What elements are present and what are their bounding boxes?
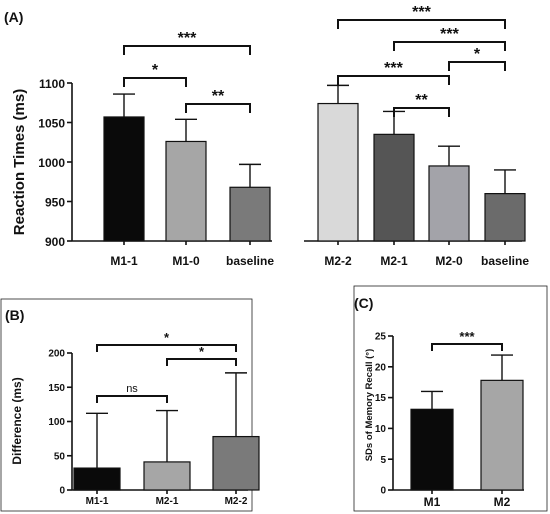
panel-b-category-m1-1-0-0: M1-1 <box>86 496 109 507</box>
panel-c-categories: M1 M2 <box>424 495 511 509</box>
panel-a-bracket-1-2 <box>448 61 506 71</box>
panel-a-significance: ****************** <box>123 4 506 117</box>
panel-b: (B) Difference (ms) 0 50 100 150 200 M1-1 M2-… <box>0 298 260 512</box>
panel-b-significance: * ns * <box>96 330 237 403</box>
panel-b-bracket-0-1 <box>96 395 168 403</box>
panel-a-category-baseline-0-2: baseline <box>226 254 274 268</box>
panel-b-significance-label-0-0: * <box>164 330 170 345</box>
panel-a-bars <box>103 102 526 242</box>
panel-a-bracket-1-3 <box>337 75 450 85</box>
panel-a-bracket-0-1 <box>123 77 187 87</box>
panel-a-category-m2-2-1-0: M2-2 <box>324 254 352 268</box>
panel-b-ytick-label-100: 100 <box>48 417 65 428</box>
panel-b-errorbars <box>86 372 247 469</box>
panel-b-bar-m1-1-0-0 <box>73 467 121 491</box>
panel-a-bar-m1-1-0-0 <box>103 116 145 242</box>
panel-c-ytick-label-5: 5 <box>380 455 386 466</box>
panel-a-category-m2-0-1-2: M2-0 <box>435 254 463 268</box>
panel-c-significance-label-0-0: *** <box>459 329 475 344</box>
panel-a-ticks: 900 950 1000 1050 1100 <box>38 77 65 249</box>
panel-a-ytick-label-900: 900 <box>45 235 65 249</box>
panel-a-significance-label-1-1: *** <box>440 26 459 43</box>
panel-c-significance: *** <box>431 329 503 351</box>
panel-a-significance-label-1-2: * <box>474 46 481 63</box>
panel-a-ytick-label-1100: 1100 <box>39 77 65 91</box>
panel-a-category-m1-1-0-0: M1-1 <box>110 254 138 268</box>
panel-a-significance-label-1-0: *** <box>412 4 431 21</box>
panel-c-ylabel: SDs of Memory Recall (°) <box>364 349 375 462</box>
panel-c-bars <box>410 379 524 491</box>
panel-a-bracket-1-4 <box>393 107 450 117</box>
panel-c-label: (C) <box>354 295 373 311</box>
panel-a-ytick-label-1000: 1000 <box>38 156 65 170</box>
panel-b-significance-label-0-2: * <box>199 344 205 359</box>
panel-b-bar-m2-2-0-2 <box>212 435 260 491</box>
panel-a-category-m2-1-1-1: M2-1 <box>380 254 408 268</box>
panel-b-ytick-label-150: 150 <box>48 383 65 394</box>
panel-b-ticks: 0 50 100 150 200 <box>48 349 65 497</box>
panel-a-label: (A) <box>4 9 23 25</box>
panel-b-label: (B) <box>5 307 24 323</box>
panel-c-ytick-label-25: 25 <box>375 332 387 343</box>
panel-c-category-m2-0-1: M2 <box>494 495 511 509</box>
panel-a-significance-label-0-1: * <box>152 62 159 79</box>
panel-a-categories: M1-1 M1-0 baseline M2-2 M2-1 M2-0 baseline <box>110 254 529 268</box>
panel-a-ylabel: Reaction Times (ms) <box>11 89 28 235</box>
panel-a-bracket-1-0 <box>337 19 506 29</box>
panel-b-ylabel: Difference (ms) <box>10 377 24 464</box>
panel-a-ytick-label-950: 950 <box>45 196 65 210</box>
panel-b-bars <box>73 435 260 491</box>
panel-a-bracket-0-0 <box>123 45 251 55</box>
panel-c-ytick-label-0: 0 <box>380 486 386 497</box>
panel-a-bar-baseline-0-2 <box>229 186 271 242</box>
panel-b-category-m2-2-0-2: M2-2 <box>225 496 248 507</box>
panel-b-bracket-0-0 <box>96 344 237 352</box>
panel-a-bar-baseline-1-3 <box>484 193 526 242</box>
panel-a-ytick-label-1050: 1050 <box>38 117 65 131</box>
panel-b-bracket-0-2 <box>166 358 237 366</box>
panel-a-significance-label-1-4: ** <box>415 92 428 109</box>
panel-c-bar-m1-0-0 <box>410 408 454 491</box>
panel-b-ytick-label-0: 0 <box>59 486 65 497</box>
panel-a-significance-label-0-2: ** <box>212 88 225 105</box>
panel-c-bar-m2-0-1 <box>480 379 524 491</box>
panel-c-frame <box>353 285 548 512</box>
panel-a-significance-label-1-3: *** <box>384 60 403 77</box>
panel-a-bar-m1-0-0-1 <box>165 140 207 242</box>
panel-c-bracket-0-0 <box>431 343 503 351</box>
panel-a-bar-m2-0-1-2 <box>428 165 470 242</box>
panel-b-ytick-label-50: 50 <box>54 451 66 462</box>
panel-c-errorbars <box>421 354 513 410</box>
panel-b-frame <box>0 298 253 512</box>
panel-c-ticks: 0 5 10 15 20 25 <box>375 332 387 497</box>
panel-a-category-m1-0-0-1: M1-0 <box>172 254 200 268</box>
panel-b-categories: M1-1 M2-1 M2-2 <box>86 496 248 507</box>
panel-b-significance-label-0-1: ns <box>126 383 138 395</box>
panel-c: (C) SDs of Memory Recall (°) 0510152025 … <box>353 285 548 512</box>
panel-a-category-baseline-1-3: baseline <box>481 254 529 268</box>
panel-a: (A) Reaction Times (ms) 900 950 1000 1050 11… <box>4 4 529 268</box>
panel-b-bar-m2-1-0-1 <box>143 461 191 491</box>
panel-a-bracket-1-1 <box>393 41 506 51</box>
panel-a-bar-m2-1-1-1 <box>373 133 415 242</box>
panel-c-category-m1-0-0: M1 <box>424 495 441 509</box>
panel-c-ytick-label-20: 20 <box>375 362 387 373</box>
panel-a-bar-m2-2-1-0 <box>317 102 359 242</box>
panel-c-ytick-label-15: 15 <box>375 393 387 404</box>
panel-b-ytick-label-200: 200 <box>48 349 65 360</box>
panel-c-ytick-label-10: 10 <box>375 424 387 435</box>
panel-b-category-m2-1-0-1: M2-1 <box>156 496 179 507</box>
panel-a-bracket-0-2 <box>185 103 251 113</box>
panel-a-significance-label-0-0: *** <box>178 30 197 47</box>
